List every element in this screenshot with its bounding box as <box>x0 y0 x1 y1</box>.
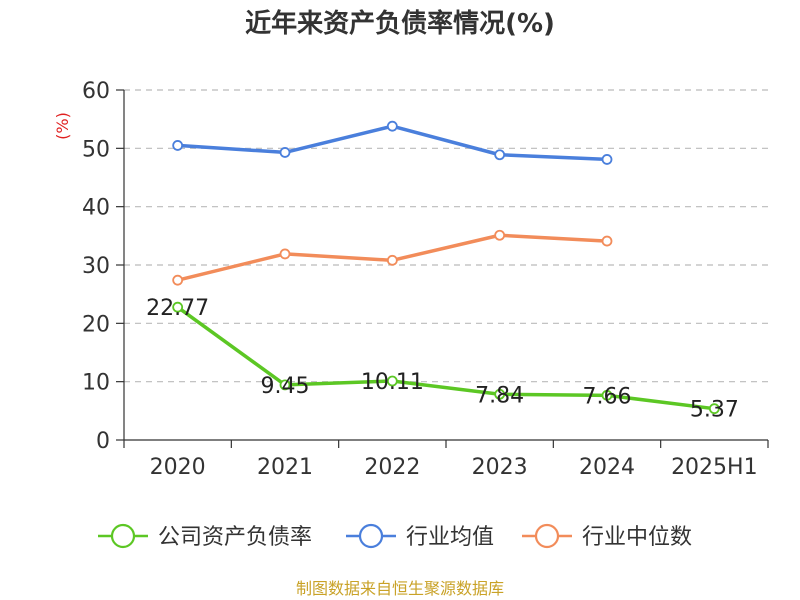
x-tick-label: 2022 <box>364 455 420 480</box>
x-tick-label: 2023 <box>472 455 528 480</box>
data-point[interactable] <box>601 235 613 247</box>
legend-label: 行业中位数 <box>582 525 692 550</box>
data-point[interactable] <box>279 379 291 391</box>
series-0 <box>172 301 720 415</box>
legend-marker <box>110 523 136 549</box>
data-label: 5.37 <box>690 398 739 423</box>
data-label: 7.66 <box>583 384 632 409</box>
y-axis-ticks: 0 10 20 30 40 50 60 <box>82 79 124 454</box>
data-label: 9.45 <box>261 374 310 399</box>
data-point[interactable] <box>494 388 506 400</box>
data-point[interactable] <box>386 375 398 387</box>
x-tick-label: 2024 <box>579 455 635 480</box>
series-1 <box>172 120 613 165</box>
data-point[interactable] <box>494 229 506 241</box>
series-2 <box>172 229 613 286</box>
data-point[interactable] <box>386 254 398 266</box>
y-tick-label: 30 <box>82 254 110 279</box>
legend-item-1[interactable]: 行业均值 <box>346 523 494 550</box>
data-point[interactable] <box>601 389 613 401</box>
data-label: 10.11 <box>361 370 424 395</box>
x-tick-label: 2020 <box>150 455 206 480</box>
legend[interactable]: 公司资产负债率 行业均值 行业中位数 <box>98 523 692 550</box>
data-labels: 22.77 9.45 10.11 7.84 7.66 5.37 <box>146 296 739 423</box>
legend-item-0[interactable]: 公司资产负债率 <box>98 523 312 550</box>
data-point[interactable] <box>279 248 291 260</box>
legend-label: 公司资产负债率 <box>158 525 312 550</box>
y-tick-label: 60 <box>82 79 110 104</box>
data-point[interactable] <box>172 140 184 151</box>
y-tick-label: 0 <box>96 429 110 454</box>
legend-marker <box>534 523 560 549</box>
data-label: 22.77 <box>146 296 209 321</box>
data-point[interactable] <box>172 274 184 286</box>
source-note: 制图数据来自恒生聚源数据库 <box>296 579 504 598</box>
y-tick-label: 20 <box>82 312 110 337</box>
y-tick-label: 50 <box>82 137 110 162</box>
series-line <box>175 305 717 411</box>
data-point[interactable] <box>494 149 506 161</box>
data-point[interactable] <box>172 301 184 313</box>
data-label: 7.84 <box>475 383 524 408</box>
data-point[interactable] <box>279 147 291 158</box>
series <box>172 120 720 415</box>
y-tick-label: 40 <box>82 196 110 221</box>
legend-item-2[interactable]: 行业中位数 <box>522 523 692 550</box>
legend-marker <box>358 523 384 549</box>
x-tick-label: 2025H1 <box>671 455 758 480</box>
y-axis-unit-label: (%) <box>53 112 72 140</box>
data-point[interactable] <box>708 403 720 415</box>
data-point[interactable] <box>386 120 398 132</box>
legend-label: 行业均值 <box>406 525 494 550</box>
x-tick-label: 2021 <box>257 455 313 480</box>
data-point[interactable] <box>601 154 613 165</box>
y-tick-label: 10 <box>82 371 110 396</box>
x-axis-ticks: 2020 2021 2022 2023 2024 2025H1 <box>123 440 769 480</box>
grid-lines <box>124 89 768 383</box>
chart-title: 近年来资产负债率情况(%) <box>245 8 555 39</box>
